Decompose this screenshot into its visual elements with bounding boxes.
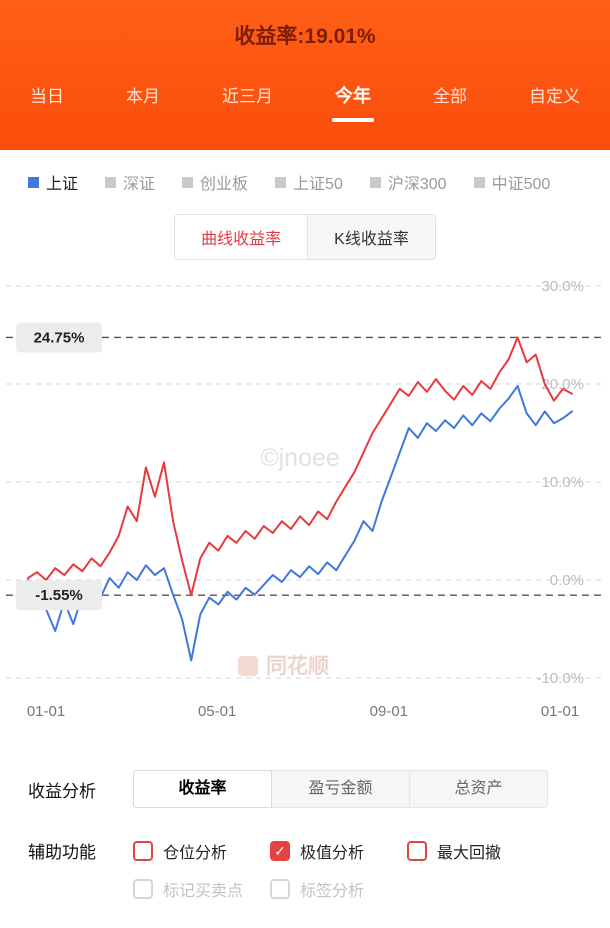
checkbox-label: 标记买卖点 — [163, 883, 244, 900]
x-axis-tick-label: 05-01 — [198, 703, 236, 720]
chart-type-toggle: 曲线收益率 K线收益率 — [174, 214, 436, 260]
checkbox-label: 极值分析 — [300, 844, 365, 862]
checkbox-label: 最大回撤 — [437, 844, 502, 862]
min-annotation-label: -1.55% — [35, 587, 83, 604]
legend-label: 上证50 — [293, 176, 343, 193]
checkbox-label: 仓位分析 — [163, 844, 228, 862]
legend-item-zhongzheng500[interactable]: 中证500 — [473, 170, 551, 194]
legend-swatch-icon — [105, 176, 117, 188]
min-annotation-chip — [16, 580, 102, 611]
legend-label: 中证500 — [491, 176, 551, 193]
tab-this-year[interactable]: 今年 — [335, 82, 371, 124]
checkbox-label: 标签分析 — [300, 883, 365, 900]
y-axis-tick-label: 10.0% — [541, 474, 584, 491]
tab-custom[interactable]: 自定义 — [529, 87, 580, 106]
max-annotation-label: 24.75% — [34, 329, 85, 346]
legend-item-shenzheng[interactable]: 深证 — [105, 170, 155, 194]
x-axis-tick-label: 01-01 — [541, 703, 579, 720]
series-line-上证 — [27, 385, 573, 662]
y-axis-tick-label: 20.0% — [541, 376, 584, 393]
series-line-收益率 — [27, 336, 573, 597]
x-axis-tick-label: 09-01 — [370, 703, 408, 720]
page-title: 收益率:19.01% — [234, 25, 376, 48]
tab-three-months[interactable]: 近三月 — [222, 87, 273, 106]
checkbox-extreme-analysis[interactable]: 极值分析 — [270, 839, 407, 863]
max-annotation-chip — [16, 322, 102, 353]
legend-item-hushen300[interactable]: 沪深300 — [369, 170, 447, 194]
brand-logo-icon — [238, 656, 258, 676]
y-axis-tick-label: -10.0% — [536, 670, 584, 687]
tab-yield-rate[interactable]: 收益率 — [133, 770, 272, 808]
aux-row-2: 标记买卖点 标签分析 — [0, 877, 610, 901]
brand-watermark: 同花顺 — [266, 654, 329, 678]
header: 收益率:19.01% 当日 本月 近三月 今年 全部 自定义 — [0, 0, 610, 150]
legend-swatch-icon — [275, 176, 287, 188]
legend-item-shangzheng50[interactable]: 上证50 — [275, 170, 343, 194]
tab-all[interactable]: 全部 — [433, 87, 467, 106]
checkbox-mark-trade-points[interactable]: 标记买卖点 — [133, 877, 270, 901]
legend-label: 创业板 — [200, 176, 249, 193]
checkbox-tag-analysis[interactable]: 标签分析 — [270, 877, 407, 901]
toggle-kline-yield[interactable]: K线收益率 — [307, 215, 435, 259]
x-axis-tick-label: 01-01 — [27, 703, 65, 720]
legend-item-shangzheng[interactable]: 上证 — [28, 170, 78, 194]
legend-swatch-icon — [28, 176, 39, 188]
yield-chart[interactable]: 30.0% 20.0% 10.0% 0.0% -10.0% ©jnoee 同花顺 24.75%… — [0, 268, 610, 726]
index-legend: 上证 深证 创业板 上证50 沪深300 中证500 — [0, 150, 610, 194]
checkbox-disabled-icon — [133, 879, 153, 899]
legend-label: 上证 — [46, 176, 79, 193]
checkbox-disabled-icon — [270, 879, 290, 899]
legend-swatch-icon — [369, 176, 381, 188]
aux-section-label: 辅助功能 — [28, 843, 96, 862]
legend-item-chuangyeban[interactable]: 创业板 — [182, 170, 248, 194]
aux-row-1: 辅助功能 仓位分析 极值分析 最大回撤 — [0, 838, 610, 863]
analysis-tabs: 收益率 盈亏金额 总资产 — [133, 770, 548, 808]
tab-this-month[interactable]: 本月 — [126, 87, 160, 106]
toggle-curve-yield[interactable]: 曲线收益率 — [175, 215, 308, 259]
tab-profit-amount[interactable]: 盈亏金额 — [271, 770, 410, 808]
legend-label: 沪深300 — [387, 176, 447, 193]
center-watermark: ©jnoee — [260, 444, 340, 472]
legend-swatch-icon — [182, 176, 194, 188]
analysis-row: 收益分析 收益率 盈亏金额 总资产 — [0, 770, 610, 808]
tab-total-assets[interactable]: 总资产 — [409, 770, 548, 808]
checkbox-position-analysis[interactable]: 仓位分析 — [133, 839, 270, 863]
period-tabs: 当日 本月 近三月 今年 全部 自定义 — [0, 82, 610, 124]
checkbox-checked-icon — [270, 840, 290, 861]
legend-swatch-icon — [473, 176, 485, 188]
chart-type-toggle-wrap: 曲线收益率 K线收益率 — [0, 214, 610, 260]
analysis-section-label: 收益分析 — [28, 781, 96, 801]
y-axis-tick-label: 0.0% — [550, 572, 584, 589]
checkbox-icon — [407, 840, 427, 861]
tab-today[interactable]: 当日 — [30, 87, 64, 106]
legend-label: 深证 — [123, 176, 156, 193]
checkbox-max-drawdown[interactable]: 最大回撤 — [407, 839, 544, 863]
checkbox-icon — [133, 840, 153, 861]
y-axis-tick-label: 30.0% — [541, 278, 584, 295]
